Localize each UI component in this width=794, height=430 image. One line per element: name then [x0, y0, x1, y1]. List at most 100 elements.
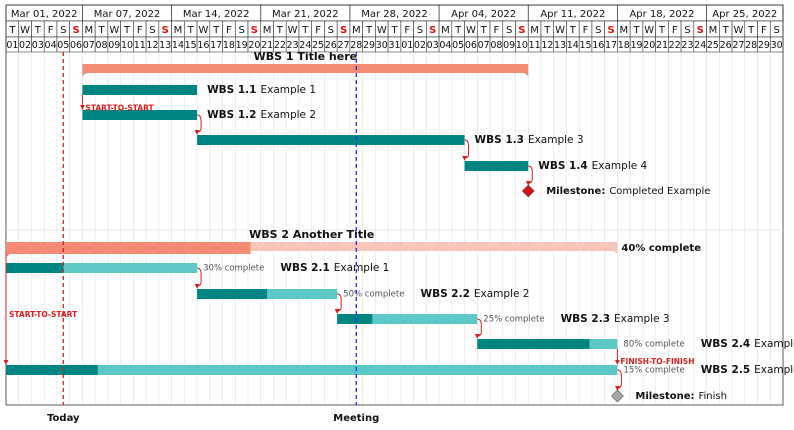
day-letter: S — [162, 25, 169, 36]
week-label: Mar 14, 2022 — [183, 9, 250, 20]
day-letter: S — [773, 25, 779, 36]
task-name: Example 4 — [592, 160, 648, 172]
week-label: Apr 25, 2022 — [712, 9, 777, 20]
week-label: Mar 07, 2022 — [94, 9, 161, 20]
task-name: Example 3 — [528, 134, 584, 146]
day-letter: W — [377, 25, 387, 36]
task-label: WBS 2.5 Example — [701, 364, 794, 376]
day-number: 04 — [45, 40, 57, 51]
day-letter: F — [404, 25, 410, 36]
task-name: Example 2 — [474, 288, 530, 300]
day-number: 25 — [707, 40, 719, 51]
day-letter: T — [722, 25, 730, 36]
task-id: WBS 2.2 — [420, 288, 469, 300]
day-number: 18 — [223, 40, 235, 51]
dependency-link — [194, 267, 202, 289]
task-label: WBS 2.3 Example 3 — [561, 313, 670, 325]
day-number: 13 — [159, 40, 171, 51]
day-number: 20 — [643, 40, 655, 51]
day-number: 04 — [439, 40, 451, 51]
day-number: 02 — [19, 40, 31, 51]
day-letter: S — [238, 25, 244, 36]
task-label: WBS 1.4 Example 4 — [538, 160, 647, 172]
day-number: 03 — [427, 40, 439, 51]
marker-label: Today — [47, 413, 80, 424]
day-number: 27 — [732, 40, 744, 51]
day-letter: T — [97, 25, 105, 36]
day-letter: S — [429, 25, 436, 36]
task-bar — [82, 110, 198, 120]
milestone-id: Milestone: — [546, 186, 605, 197]
task-label: WBS 1.3 Example 3 — [475, 134, 584, 146]
day-number: 09 — [503, 40, 515, 51]
task-progress — [477, 339, 590, 349]
task-name: Example 1 — [260, 84, 316, 96]
day-number: 05 — [57, 40, 69, 51]
milestone — [610, 389, 624, 403]
task-label: WBS 1.1 Example 1 — [207, 84, 316, 96]
day-letter: W — [198, 25, 208, 36]
dependency-link — [614, 369, 622, 391]
day-number: 17 — [605, 40, 617, 51]
day-letter: S — [697, 25, 704, 36]
day-number: 23 — [681, 40, 693, 51]
task-bar — [337, 314, 478, 324]
day-letter: S — [149, 25, 155, 36]
day-letter: F — [672, 25, 678, 36]
day-number: 27 — [338, 40, 350, 51]
day-number: 21 — [656, 40, 668, 51]
day-letter: T — [454, 25, 462, 36]
day-letter: F — [226, 25, 232, 36]
task-id: WBS 2.1 — [280, 262, 329, 274]
task-name: Example 3 — [614, 313, 670, 325]
task-progress — [6, 365, 98, 375]
day-letter: M — [174, 25, 183, 36]
task-bar — [197, 135, 465, 145]
day-number: 06 — [465, 40, 477, 51]
day-number: 26 — [720, 40, 732, 51]
day-letter: S — [506, 25, 512, 36]
task-bar — [464, 161, 529, 171]
day-number: 16 — [592, 40, 604, 51]
day-number: 10 — [516, 40, 528, 51]
dependency-link — [334, 293, 342, 314]
day-number: 07 — [83, 40, 95, 51]
day-number: 05 — [452, 40, 464, 51]
day-letter: T — [365, 25, 373, 36]
day-number: 11 — [134, 40, 146, 51]
day-letter: T — [632, 25, 640, 36]
link-label: START-TO-START — [9, 310, 78, 319]
day-number: 16 — [197, 40, 209, 51]
task-name: Example — [754, 364, 794, 376]
day-letter: S — [340, 25, 347, 36]
task-label: WBS 1.2 Example 2 — [207, 109, 316, 121]
milestone-id: Milestone: — [635, 391, 694, 402]
day-number: 24 — [299, 40, 311, 51]
milestone-label: Milestone: Completed Example — [546, 186, 710, 197]
day-letter: M — [709, 25, 718, 36]
task-progress-label: 25% complete — [483, 315, 544, 325]
day-letter: S — [595, 25, 601, 36]
week-label: Apr 11, 2022 — [540, 9, 605, 20]
day-letter: S — [60, 25, 66, 36]
day-number: 19 — [630, 40, 642, 51]
chart-frame — [5, 4, 784, 406]
day-letter: W — [288, 25, 298, 36]
day-letter: W — [109, 25, 119, 36]
task-progress-label: 30% complete — [203, 264, 264, 274]
week-label: Mar 28, 2022 — [361, 9, 428, 20]
task-label: WBS 2.1 Example 1 — [280, 262, 389, 274]
task-name: Example 4 — [754, 338, 794, 350]
day-letter: F — [137, 25, 143, 36]
day-number: 21 — [261, 40, 273, 51]
day-number: 30 — [376, 40, 388, 51]
day-number: 10 — [121, 40, 133, 51]
task-bar — [82, 85, 198, 95]
day-letter: S — [518, 25, 525, 36]
task-progress-label: 80% complete — [623, 340, 684, 350]
task-bar — [6, 365, 618, 375]
day-letter: S — [251, 25, 258, 36]
day-letter: M — [441, 25, 450, 36]
day-letter: S — [328, 25, 334, 36]
day-letter: S — [684, 25, 690, 36]
